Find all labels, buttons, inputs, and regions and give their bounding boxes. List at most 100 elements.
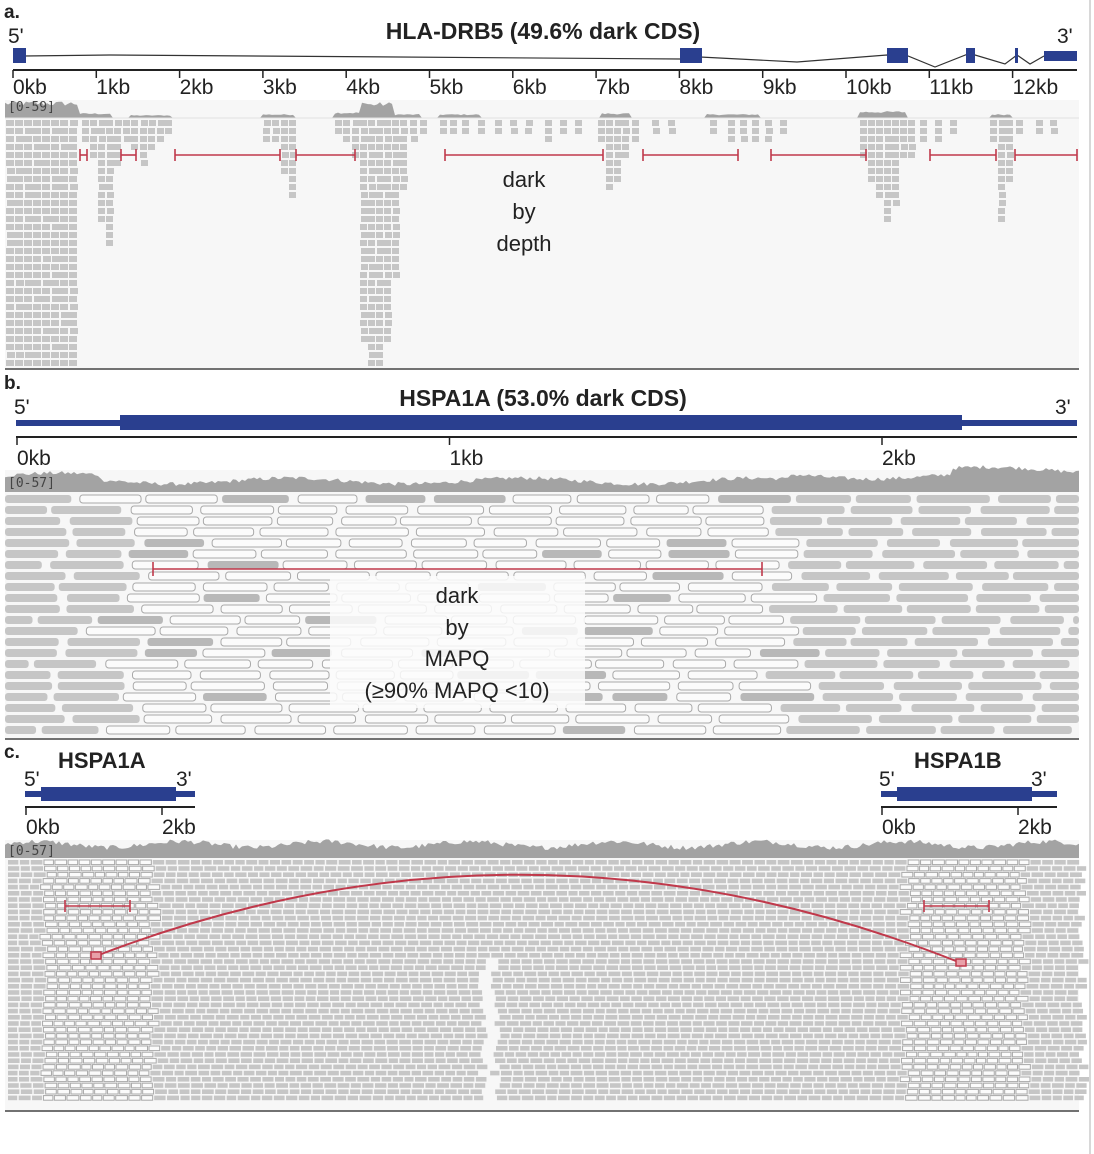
read (177, 860, 190, 865)
read (630, 1052, 642, 1057)
read (20, 1089, 33, 1094)
read (462, 128, 469, 134)
read (390, 1027, 401, 1032)
read (115, 1095, 128, 1101)
read (677, 681, 734, 691)
read (135, 902, 147, 909)
read (999, 136, 1006, 142)
read (492, 977, 503, 983)
read (400, 136, 407, 142)
read (668, 550, 730, 558)
read (583, 1033, 593, 1039)
read (559, 860, 571, 865)
read (69, 216, 77, 222)
read (712, 1064, 723, 1070)
read (392, 128, 399, 134)
read (917, 1026, 931, 1033)
read (106, 128, 113, 134)
read (716, 860, 729, 865)
read (274, 1077, 285, 1082)
read (29, 934, 39, 939)
read (961, 1008, 975, 1014)
read (305, 1008, 317, 1014)
read (8, 891, 20, 896)
read (524, 971, 537, 977)
read (525, 128, 532, 134)
read (651, 891, 663, 896)
read (164, 996, 176, 1001)
read (377, 996, 388, 1001)
read (521, 959, 532, 964)
read (853, 884, 864, 890)
read (868, 128, 875, 134)
read (500, 1077, 512, 1082)
read (859, 1083, 871, 1088)
read (368, 934, 379, 939)
read (187, 977, 200, 983)
read (15, 344, 23, 350)
read (848, 528, 904, 536)
read (8, 1008, 18, 1014)
read (764, 1089, 775, 1094)
read (195, 971, 205, 977)
read (399, 516, 472, 526)
read (609, 1027, 620, 1032)
read (496, 1095, 508, 1101)
panel-a-scale: 0kb 1kb 2kb 3kb 4kb 5kb 6kb 7kb 8kb 9kb 10kb 11kb 12… (12, 69, 1077, 99)
read (968, 682, 1042, 690)
read (42, 1095, 54, 1101)
read (54, 859, 68, 866)
read (687, 1064, 698, 1070)
read (499, 934, 509, 939)
read (847, 946, 858, 952)
read (505, 891, 517, 896)
read (1052, 915, 1063, 921)
read (304, 860, 314, 865)
read (600, 1002, 610, 1008)
read (42, 360, 50, 366)
read (34, 160, 42, 166)
read (274, 946, 284, 952)
read (6, 192, 14, 198)
read (801, 965, 814, 970)
read (516, 866, 528, 871)
read (762, 1027, 773, 1032)
read (659, 915, 671, 921)
read (376, 304, 383, 310)
read (633, 1083, 643, 1088)
read (8, 965, 20, 970)
read (696, 990, 707, 995)
read (594, 1052, 605, 1057)
read (68, 1039, 80, 1045)
read (598, 120, 605, 126)
read (995, 1076, 1007, 1083)
panel-a-three-prime: 3' (1057, 25, 1073, 48)
read (771, 1039, 781, 1045)
read (876, 176, 883, 182)
read (187, 891, 197, 896)
read (69, 136, 77, 142)
read (385, 192, 392, 198)
read (404, 903, 417, 908)
read (886, 977, 899, 983)
read (422, 878, 433, 884)
read (728, 128, 735, 134)
read (680, 928, 692, 933)
read (148, 144, 155, 150)
read (416, 1015, 428, 1020)
read (341, 516, 397, 526)
read (925, 871, 938, 878)
read (709, 1039, 721, 1045)
read (15, 256, 23, 262)
read (630, 1008, 641, 1014)
read (152, 1039, 163, 1045)
read (931, 927, 945, 934)
read (465, 959, 476, 964)
read (1055, 928, 1066, 933)
read (98, 200, 105, 206)
read (479, 922, 492, 927)
read (25, 280, 33, 286)
read (324, 1046, 336, 1051)
read (679, 953, 689, 958)
read (259, 934, 271, 939)
